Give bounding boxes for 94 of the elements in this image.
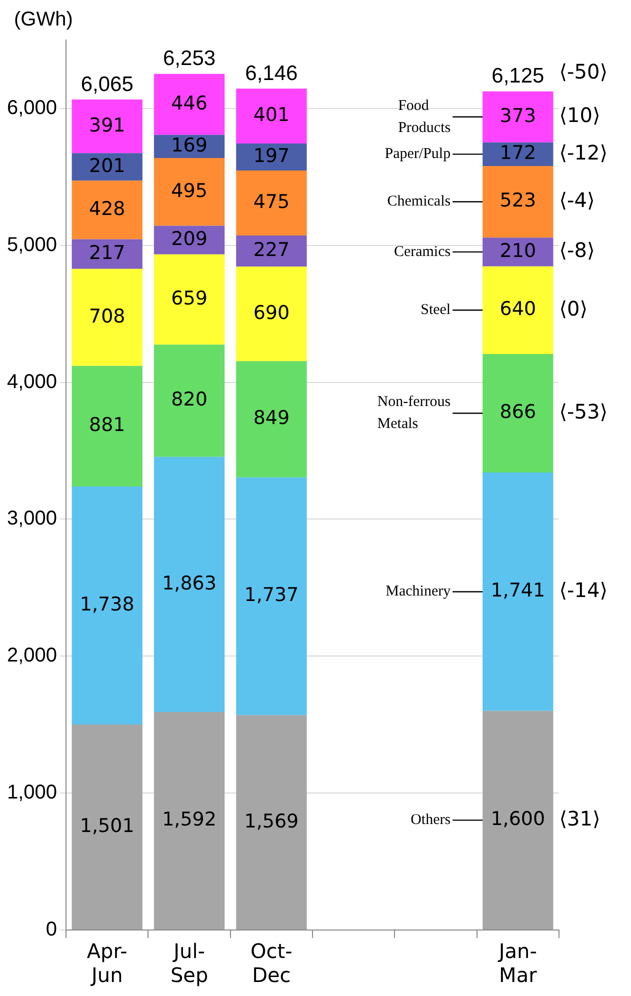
bar	[154, 74, 225, 135]
data-label: 1,737	[244, 584, 299, 606]
bar	[72, 180, 142, 240]
y-tick-label: 3,000	[6, 508, 58, 530]
data-label: 401	[253, 104, 290, 126]
bar	[236, 170, 307, 236]
total-label: 6,253	[163, 47, 216, 70]
text: ⟨-50⟩	[559, 60, 608, 84]
bar	[72, 486, 142, 724]
data-label: 1,741	[490, 580, 546, 602]
bar	[154, 344, 225, 457]
y-tick-label: 1,000	[6, 782, 58, 804]
text: ⟨31⟩	[559, 806, 600, 830]
text: Paper/Pulp	[384, 146, 451, 162]
data-label: 227	[253, 239, 290, 262]
y-tick-label: 2,000	[6, 644, 58, 667]
y-tick-label: 5,000	[6, 234, 58, 256]
text: ⟨0⟩	[559, 296, 588, 320]
data-label: 201	[88, 154, 126, 177]
bar	[72, 100, 142, 154]
data-label: 373	[500, 104, 536, 127]
bar	[482, 472, 554, 711]
data-label: 1,738	[80, 593, 134, 616]
data-label: 866	[500, 401, 536, 424]
data-label: 217	[88, 242, 126, 264]
bar	[482, 238, 554, 266]
text: ⟨-4⟩	[559, 188, 595, 212]
data-label: 391	[88, 114, 126, 136]
data-label: 820	[171, 388, 208, 411]
bar	[72, 366, 142, 487]
y-tick-label: 0	[46, 918, 58, 941]
total-label: 6,065	[80, 72, 134, 96]
bar	[72, 268, 142, 366]
x-tick-label: Jul-Sep	[170, 939, 208, 988]
data-label: 495	[171, 180, 208, 202]
data-label: 210	[500, 240, 536, 262]
text: ⟨-14⟩	[559, 578, 608, 602]
x-tick-label: Apr-Jun	[86, 939, 128, 988]
text: Others	[410, 812, 451, 828]
text: Ceramics	[394, 244, 451, 260]
bar	[72, 153, 142, 181]
data-label: 428	[88, 198, 126, 220]
bar	[482, 354, 554, 473]
data-label: 1,592	[162, 808, 216, 831]
data-label: 690	[253, 302, 290, 324]
text: ⟨-12⟩	[559, 140, 608, 164]
y-tick-label: 6,000	[6, 96, 58, 119]
data-label: 197	[253, 144, 290, 167]
data-label: 708	[88, 305, 126, 328]
data-label: 640	[500, 298, 536, 320]
text: ⟨10⟩	[559, 103, 600, 128]
text: Chemicals	[387, 194, 451, 210]
data-label: 523	[500, 190, 536, 212]
bar	[154, 158, 225, 226]
bar	[154, 456, 225, 712]
text: Steel	[420, 302, 451, 318]
bar	[482, 166, 554, 238]
bar	[482, 710, 554, 930]
bar	[154, 254, 225, 345]
x-tick-label: Jan-Mar	[496, 939, 538, 988]
data-label: 209	[171, 228, 208, 250]
data-label: 1,569	[244, 810, 299, 832]
data-label: 1,501	[80, 814, 134, 837]
data-label: 446	[171, 92, 208, 114]
bar	[236, 266, 307, 362]
bar	[236, 236, 307, 267]
y-tick-label: 4,000	[6, 370, 58, 393]
data-label: 1,863	[162, 572, 216, 594]
data-label: 1,600	[490, 808, 546, 830]
bar	[236, 477, 307, 716]
bar	[482, 91, 554, 142]
data-label: 849	[253, 407, 290, 430]
bar	[236, 361, 307, 478]
bar	[72, 724, 142, 930]
text: Machinery	[386, 584, 452, 600]
bar	[236, 88, 307, 144]
data-label: 475	[253, 190, 290, 213]
text: ⟨-53⟩	[559, 399, 608, 424]
data-label: 881	[88, 414, 126, 436]
bar	[72, 239, 142, 269]
total-label: 6,125	[492, 64, 544, 88]
bar	[236, 715, 307, 930]
text: Non-ferrous Metals	[377, 394, 451, 432]
data-label: 659	[171, 287, 208, 310]
y-axis-title: (GWh)	[14, 8, 73, 31]
text: Food Products	[398, 98, 451, 136]
data-label: 169	[171, 134, 208, 156]
bar	[236, 144, 307, 170]
bar	[154, 712, 225, 930]
text: ⟨-8⟩	[559, 238, 595, 262]
x-tick-label: Oct-Dec	[250, 939, 292, 988]
total-label: 6,146	[245, 62, 298, 85]
bar	[482, 266, 554, 354]
data-label: 172	[500, 142, 536, 164]
